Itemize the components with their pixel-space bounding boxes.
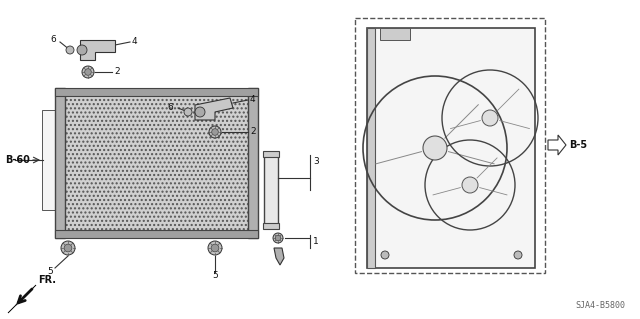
Text: B-5: B-5 [569,140,587,150]
Bar [55,88,258,96]
Circle shape [423,136,447,160]
Text: 1: 1 [313,238,319,247]
Text: B-60: B-60 [5,155,30,165]
Polygon shape [274,248,284,265]
Polygon shape [80,40,115,60]
Bar [367,28,535,268]
Circle shape [462,177,478,193]
Polygon shape [8,285,36,313]
Text: 4: 4 [132,38,138,47]
Bar [248,88,258,238]
Circle shape [212,129,218,135]
Bar [263,151,279,157]
Bar [42,110,55,210]
Text: 2: 2 [250,128,255,137]
Text: 4: 4 [250,95,255,105]
Circle shape [208,241,222,255]
Text: 6: 6 [50,34,56,43]
Circle shape [77,45,87,55]
Text: 2: 2 [114,68,120,77]
Bar [367,28,375,268]
Text: 5: 5 [212,271,218,280]
Circle shape [381,251,389,259]
Circle shape [64,244,72,252]
Circle shape [84,69,92,75]
Bar [355,18,545,273]
Bar [380,28,410,40]
Polygon shape [195,98,233,120]
Circle shape [195,107,205,117]
Circle shape [66,46,74,54]
Circle shape [275,235,281,241]
Polygon shape [548,135,566,155]
Bar [55,230,258,238]
Circle shape [482,110,498,126]
Text: SJA4-B5800: SJA4-B5800 [575,301,625,310]
Circle shape [61,241,75,255]
Text: FR.: FR. [38,275,56,285]
Text: 6: 6 [167,103,173,113]
Circle shape [82,66,94,78]
Circle shape [273,233,283,243]
Bar [264,155,278,225]
Text: 3: 3 [313,158,319,167]
Circle shape [211,244,219,252]
Circle shape [514,251,522,259]
Bar [263,223,279,229]
Polygon shape [63,92,248,235]
Text: 5: 5 [47,268,53,277]
Circle shape [184,108,192,116]
Circle shape [209,126,221,138]
Bar [55,88,65,238]
